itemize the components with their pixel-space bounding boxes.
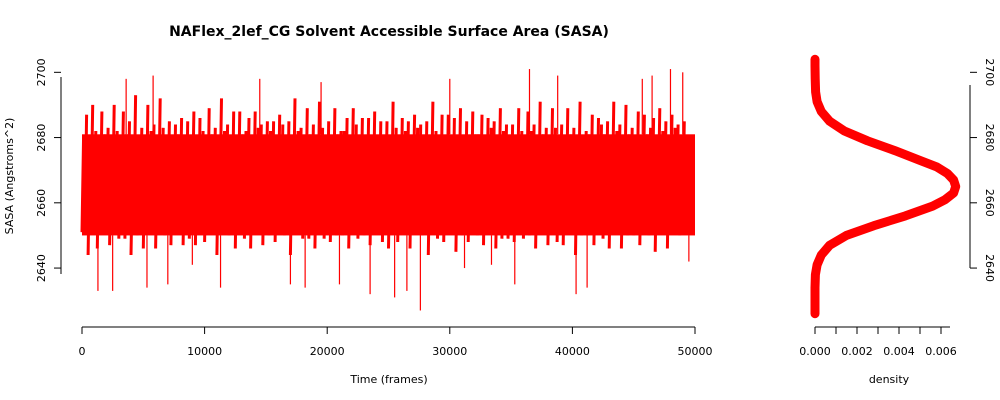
y-tick-label: 2640	[35, 254, 48, 282]
density-x-tick-label: 0.002	[841, 345, 873, 358]
density-x-tick-label: 0.000	[799, 345, 831, 358]
y-axis-label: SASA (Angstroms^2)	[3, 118, 16, 235]
density-curve	[810, 54, 961, 319]
chart-title: NAFlex_2lef_CG Solvent Accessible Surfac…	[169, 24, 609, 40]
series-core-band	[82, 134, 695, 236]
density-x-axis-ticks: 0.000 0.002 0.004 0.006	[799, 327, 957, 358]
x-axis-label: Time (frames)	[349, 373, 427, 386]
density-x-axis-label: density	[869, 373, 910, 386]
sasa-density-chart: 0.000 0.002 0.004 0.006 2640 2660 2680 2700 de…	[799, 54, 996, 386]
x-tick-label: 40000	[555, 345, 590, 358]
x-tick-label: 20000	[310, 345, 345, 358]
density-series	[810, 54, 961, 319]
density-y-axis-ticks: 2640 2660 2680 2700	[970, 58, 996, 282]
y-tick-label: 2660	[35, 189, 48, 217]
x-axis-ticks: 0 10000 20000 30000 40000 50000	[79, 327, 713, 358]
density-y-tick-label: 2660	[983, 189, 996, 217]
x-tick-label: 30000	[432, 345, 467, 358]
y-tick-label: 2680	[35, 124, 48, 152]
x-tick-label: 0	[79, 345, 86, 358]
x-tick-label: 50000	[678, 345, 713, 358]
density-x-tick-label: 0.004	[883, 345, 915, 358]
density-y-tick-label: 2680	[983, 124, 996, 152]
density-y-tick-label: 2700	[983, 58, 996, 86]
y-axis-ticks: 2640 2660 2680 2700	[35, 58, 61, 282]
density-x-tick-label: 0.006	[925, 345, 957, 358]
density-y-tick-label: 2640	[983, 254, 996, 282]
sasa-series	[80, 69, 695, 311]
x-tick-label: 10000	[187, 345, 222, 358]
y-tick-label: 2700	[35, 58, 48, 86]
sasa-time-series-chart: NAFlex_2lef_CG Solvent Accessible Surfac…	[3, 24, 713, 386]
